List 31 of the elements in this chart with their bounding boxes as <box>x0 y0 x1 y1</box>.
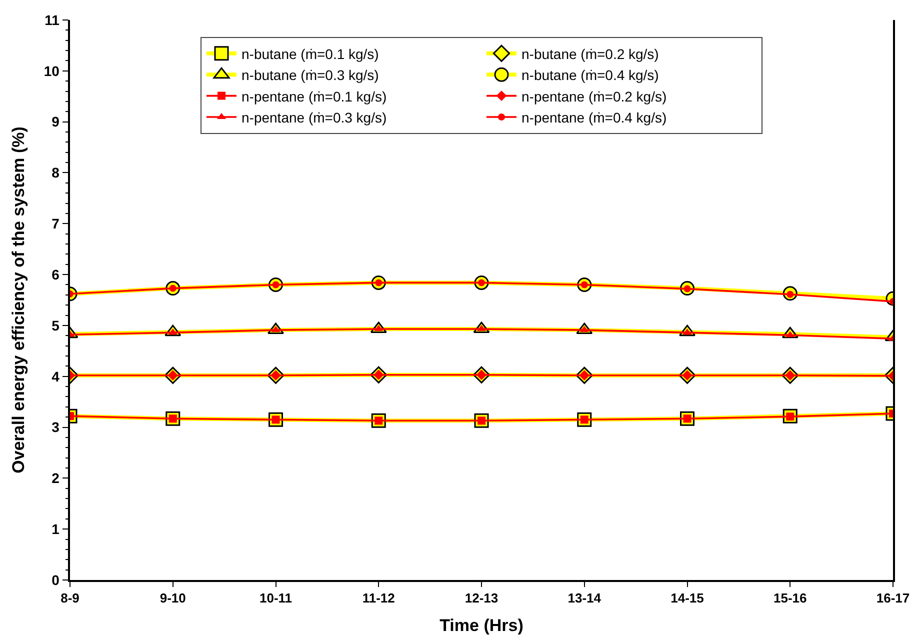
x-axis-title: Time (Hrs) <box>440 616 524 636</box>
legend-label: n-butane (ṁ=0.3 kg/s) <box>242 67 379 84</box>
legend-label: n-butane (ṁ=0.1 kg/s) <box>242 46 379 62</box>
y-tick-label: 3 <box>52 419 60 436</box>
y-tick-label: 9 <box>52 114 60 130</box>
legend-label: n-butane (ṁ=0.2 kg/s) <box>522 46 659 62</box>
y-tick-label: 10 <box>44 62 60 79</box>
x-tick-label: 9-10 <box>160 590 186 606</box>
x-tick-label: 11-12 <box>362 590 395 606</box>
x-tick-label: 16-17 <box>876 590 910 606</box>
y-axis-title: Overall energy efficiency of the system (%) <box>8 126 28 474</box>
x-tick-label: 8-9 <box>60 590 80 606</box>
x-tick-label: 12-13 <box>464 590 498 606</box>
x-tick-label: 15-16 <box>774 590 807 606</box>
x-tick-label: 14-15 <box>670 590 704 606</box>
y-tick-label: 4 <box>52 368 60 384</box>
y-tick-label: 2 <box>52 470 60 486</box>
y-tick-label: 5 <box>52 317 60 334</box>
legend-label: n-pentane (ṁ=0.4 kg/s) <box>522 109 667 126</box>
x-tick-label: 10-11 <box>259 590 292 606</box>
y-tick-label: 1 <box>52 520 60 537</box>
y-tick-label: 6 <box>52 266 60 282</box>
y-tick-label: 0 <box>52 572 60 588</box>
y-tick-label: 8 <box>52 164 60 181</box>
legend-label: n-butane (ṁ=0.4 kg/s) <box>522 67 659 84</box>
legend-label: n-pentane (ṁ=0.3 kg/s) <box>242 109 387 126</box>
y-tick-label: 7 <box>52 216 60 232</box>
legend-label: n-pentane (ṁ=0.2 kg/s) <box>522 88 667 104</box>
y-tick-label: 11 <box>44 12 60 28</box>
x-tick-label: 13-14 <box>568 590 602 606</box>
legend-label: n-pentane (ṁ=0.1 kg/s) <box>242 88 387 104</box>
